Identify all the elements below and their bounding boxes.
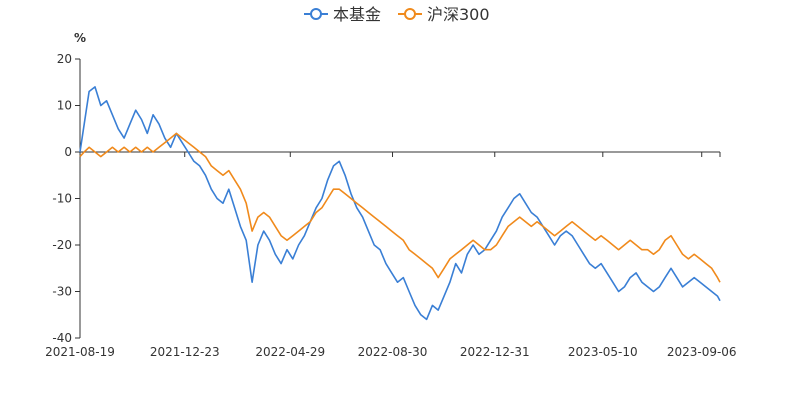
series-group bbox=[79, 86, 721, 321]
y-tick-label: 20 bbox=[57, 52, 72, 66]
x-tick-label: 2021-12-23 bbox=[150, 345, 220, 359]
legend-item-fund[interactable]: 本基金 bbox=[304, 5, 381, 24]
legend-item-csi300[interactable]: 沪深300 bbox=[398, 5, 490, 24]
legend-label: 本基金 bbox=[333, 5, 381, 24]
y-tick-label: 10 bbox=[57, 99, 72, 113]
series-line-csi300[interactable] bbox=[79, 132, 721, 283]
legend-label: 沪深300 bbox=[427, 5, 490, 24]
y-tick-label: 0 bbox=[64, 145, 72, 159]
y-tick-label: -10 bbox=[52, 192, 72, 206]
x-axis: 2021-08-19 2021-12-23 2022-04-29 2022-08-30… bbox=[45, 151, 737, 359]
y-axis-unit-label: % bbox=[74, 31, 86, 45]
series-line-fund[interactable] bbox=[79, 86, 721, 321]
y-tick-label: -20 bbox=[52, 238, 72, 252]
x-tick-label: 2022-04-29 bbox=[255, 345, 325, 359]
x-tick-label: 2023-09-06 bbox=[667, 345, 737, 359]
y-axis: 20 10 0 -10 -20 -30 -40 bbox=[52, 52, 81, 345]
y-tick-label: -30 bbox=[52, 285, 72, 299]
legend-marker-icon bbox=[404, 8, 416, 20]
legend-marker-icon bbox=[310, 8, 322, 20]
legend[interactable]: 本基金 沪深300 bbox=[304, 5, 490, 24]
x-tick-label: 2022-08-30 bbox=[358, 345, 428, 359]
x-tick-label: 2022-12-31 bbox=[460, 345, 530, 359]
x-tick-label: 2021-08-19 bbox=[45, 345, 115, 359]
y-tick-label: -40 bbox=[52, 331, 72, 345]
x-tick-label: 2023-05-10 bbox=[568, 345, 638, 359]
